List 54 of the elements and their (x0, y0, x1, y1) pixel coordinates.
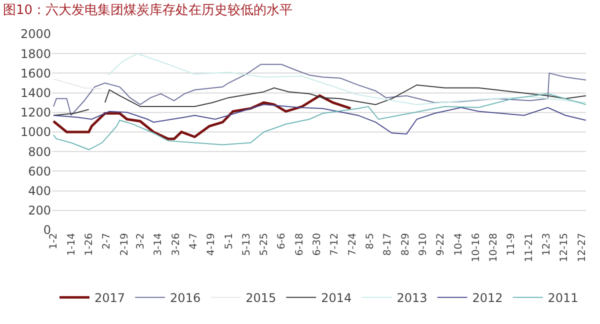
y-tick-label: 400 (28, 184, 51, 198)
y-tick-label: 800 (28, 144, 51, 159)
legend-label: 2017 (94, 291, 126, 306)
x-tick-label: 12-27 (576, 233, 588, 262)
line-series (52, 94, 352, 140)
x-tick-label: 1-26 (84, 233, 96, 256)
y-tick-label: 1000 (20, 125, 51, 140)
x-tick-label: 8-17 (382, 233, 394, 256)
y-tick-label: 1600 (20, 66, 51, 80)
x-tick-label: 11-21 (524, 233, 535, 262)
x-tick-label: 3-2 (136, 233, 147, 250)
line-series (52, 93, 586, 150)
x-tick-label: 8-29 (400, 233, 412, 256)
x-tick-label: 11-9 (506, 233, 518, 256)
x-tick-label: 10-4 (453, 233, 464, 256)
chart-title: 图10：六大发电集团煤炭库存处在历史较低的水平 (3, 2, 293, 18)
legend-label: 2013 (396, 291, 428, 306)
x-tick-label: 5-13 (241, 233, 252, 256)
x-tick-label: 9-10 (418, 233, 429, 256)
x-tick-label: 5-1 (224, 233, 235, 250)
y-tick-label: 1200 (20, 106, 51, 120)
x-tick-label: 6-6 (276, 233, 288, 250)
legend-label: 2012 (472, 291, 503, 306)
x-tick-label: 8-5 (365, 233, 376, 250)
x-tick-label: 12-15 (559, 233, 570, 262)
x-tick-label: 6-30 (312, 233, 324, 256)
x-tick-label: 3-26 (170, 233, 182, 256)
x-tick-label: 4-7 (188, 233, 200, 250)
x-tick-label: 2-7 (102, 233, 113, 250)
y-tick-label: 2000 (20, 27, 51, 42)
line-series (52, 104, 586, 134)
line-series (52, 64, 586, 116)
x-tick-label: 4-19 (206, 233, 218, 256)
y-tick-label: 1800 (20, 46, 51, 61)
x-tick-label: 9-22 (436, 233, 447, 256)
legend-label: 2016 (170, 291, 201, 306)
legend-label: 2015 (246, 291, 276, 306)
x-tick-label: 6-18 (294, 233, 306, 256)
x-tick-label: 12-3 (542, 233, 553, 256)
legend-label: 2011 (548, 291, 578, 306)
x-tick-label: 5-25 (259, 233, 270, 256)
x-tick-label: 3-14 (153, 233, 164, 256)
x-tick-label: 2-19 (119, 233, 130, 256)
x-tick-label: 7-24 (347, 233, 358, 256)
y-tick-label: 1400 (20, 86, 51, 100)
x-tick-label: 1-2 (48, 233, 60, 250)
x-tick-label: 7-12 (330, 233, 341, 256)
y-tick-label: 600 (28, 164, 51, 178)
legend-label: 2014 (321, 291, 352, 306)
x-tick-label: 1-14 (66, 233, 78, 256)
x-tick-label: 10-28 (488, 233, 500, 262)
line-series (107, 53, 586, 106)
x-tick-label: 10-16 (470, 233, 482, 262)
y-tick-label: 200 (28, 204, 51, 218)
